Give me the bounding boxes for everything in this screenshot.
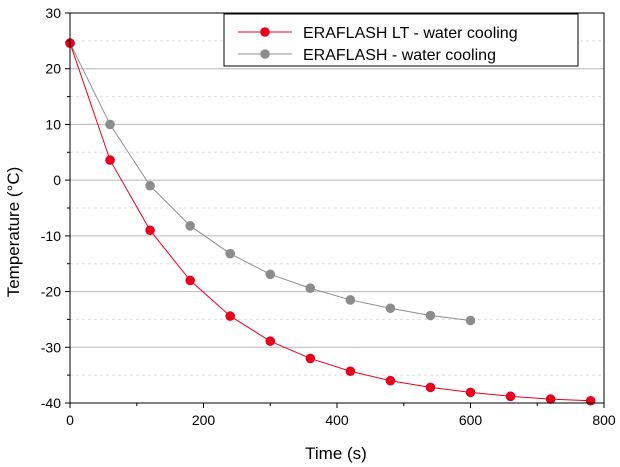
legend-box [223,13,579,67]
data-point-1 [145,180,155,191]
legend-label-1: ERAFLASH - water cooling [303,47,496,64]
y-axis-title: Temperature (°C) [4,167,23,298]
data-point-0 [345,366,356,377]
data-point-0 [305,353,316,364]
y-tick-label: -10 [41,228,61,244]
data-point-1 [185,221,195,231]
data-point-1 [425,310,436,321]
series-layer [65,38,596,406]
legend-marker-0 [260,27,270,37]
legend-label-0: ERAFLASH LT - water cooling [303,25,518,42]
data-point-0 [585,395,596,406]
data-point-0 [185,275,195,286]
data-point-0 [505,391,516,402]
x-tick-label: 200 [192,412,216,428]
legend-marker-1 [260,49,270,59]
x-tick-label: 800 [592,412,616,428]
x-tick-label: 0 [66,412,74,428]
data-point-0 [265,336,276,346]
y-tick-label: 20 [45,61,61,77]
series-line-0 [69,42,591,402]
data-point-1 [105,119,115,130]
y-tick-label: 30 [45,5,61,21]
data-point-1 [305,283,316,294]
legend: ERAFLASH LT - water cooling ERAFLASH - w… [223,13,579,67]
axes: 30 20 10 0 -10 -20 -30 -40 0 200 400 600 800 [41,5,616,428]
data-point-1 [345,295,356,305]
x-axis-title: Time (s) [305,444,367,463]
data-point-0 [145,225,155,236]
data-point-0 [105,155,115,165]
data-point-0 [225,311,235,321]
data-point-1 [385,303,396,314]
data-point-0 [425,382,436,393]
data-point-0 [385,375,396,386]
data-point-1 [225,248,235,259]
data-point-0 [545,394,556,404]
y-tick-label: 0 [53,172,61,188]
y-tick-label: -30 [41,339,61,355]
y-tick-label: -40 [41,395,61,411]
x-tick-label: 600 [459,412,483,428]
y-tick-label: 10 [45,116,61,132]
data-point-0 [465,387,476,398]
x-tick-label: 400 [325,412,349,428]
data-point-1 [465,315,476,326]
y-tick-label: -20 [41,284,61,300]
data-point-1 [265,269,276,280]
